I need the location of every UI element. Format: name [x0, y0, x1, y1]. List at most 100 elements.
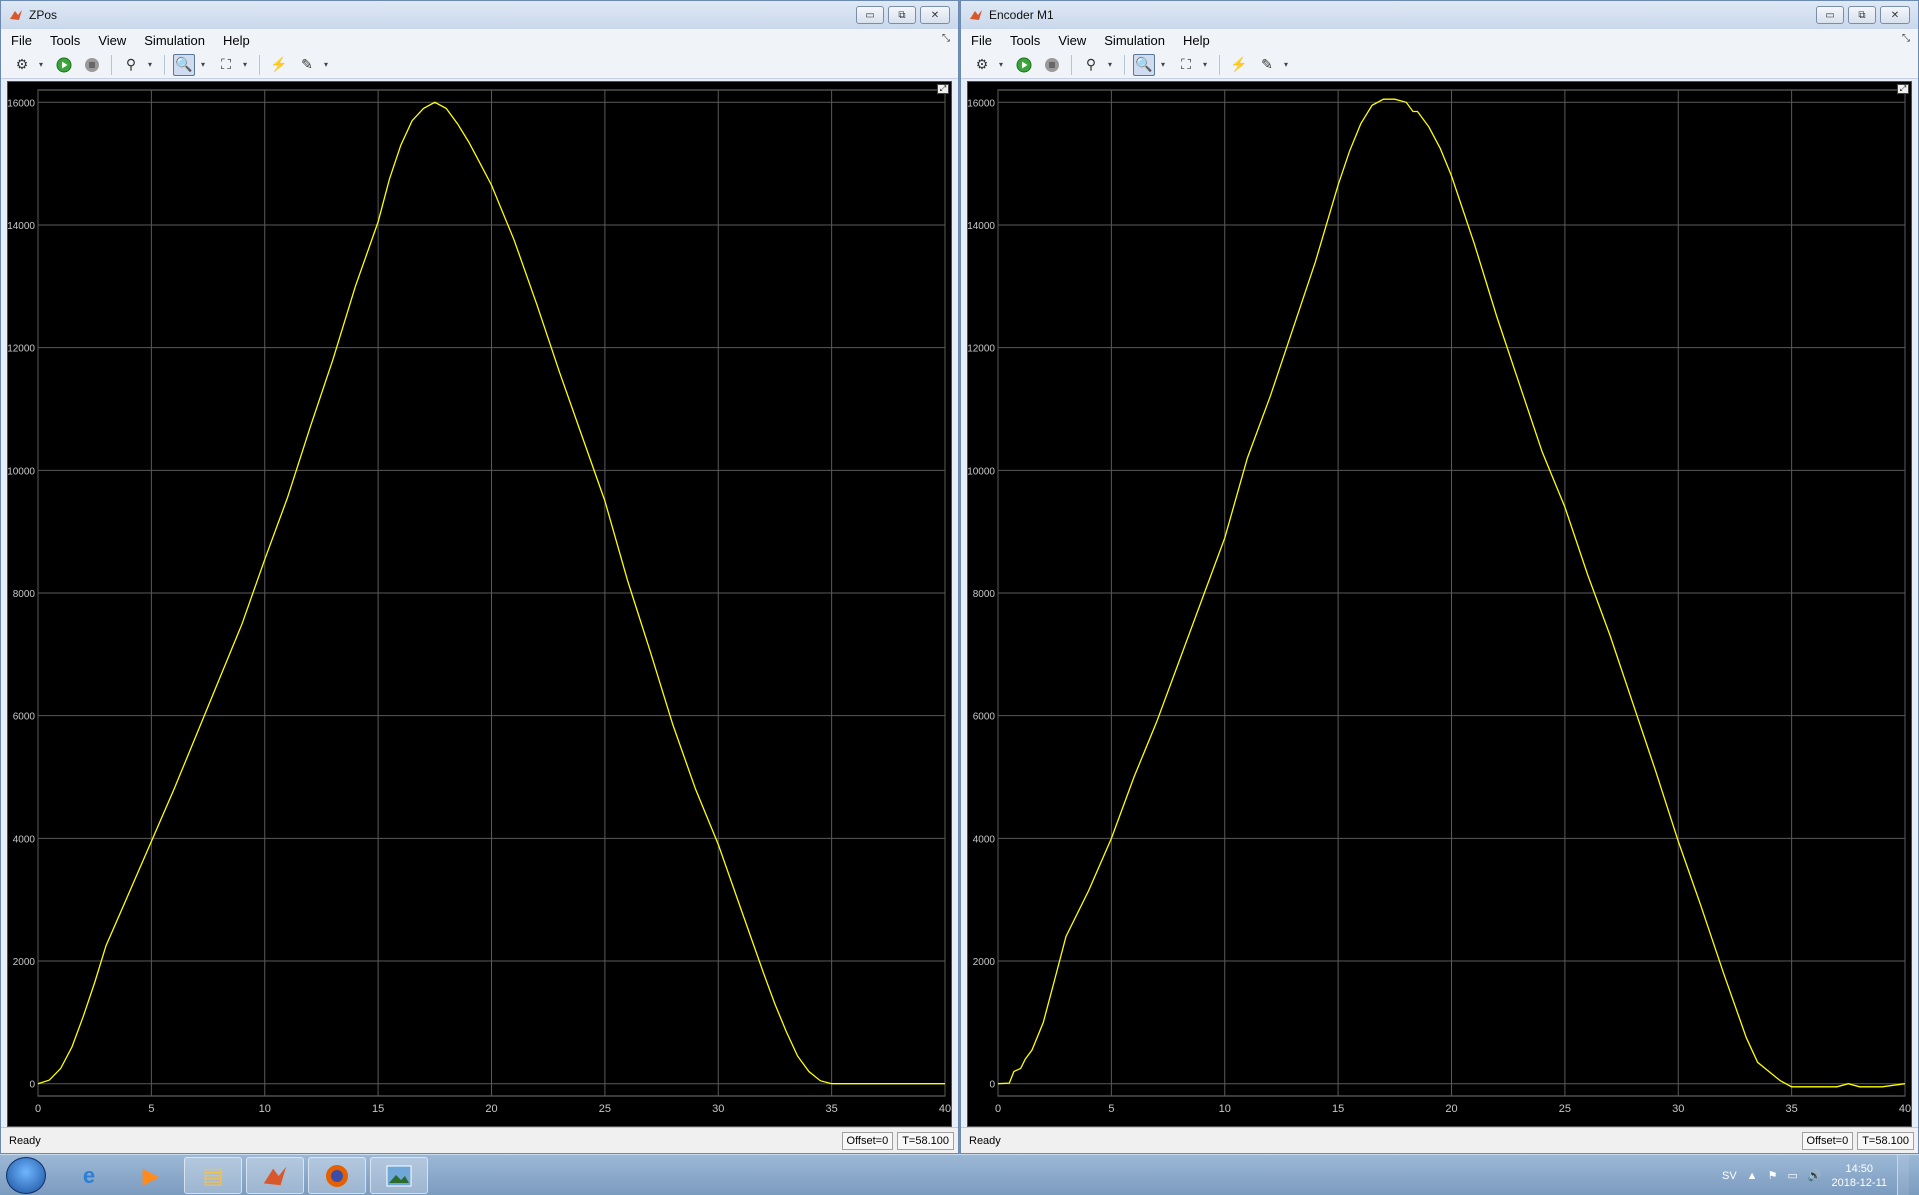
y-tick-label: 2000: [13, 957, 36, 968]
file-explorer-icon[interactable]: ▤: [184, 1157, 242, 1194]
minimize-button[interactable]: ▭: [1816, 6, 1844, 24]
highlight-block-icon[interactable]: ⚲: [125, 56, 137, 72]
language-indicator[interactable]: SV: [1721, 1169, 1737, 1182]
matlab-icon: [970, 10, 982, 20]
series-line: [37, 101, 945, 1085]
network-icon[interactable]: ▭: [1787, 1170, 1798, 1182]
undock-icon[interactable]: ⤢: [937, 84, 949, 94]
measurements-icon[interactable]: ✎: [1261, 56, 1273, 72]
title-bar[interactable]: ZPos ▭ ⧉ ✕: [1, 1, 958, 29]
menu-view[interactable]: View: [98, 32, 127, 48]
y-tick-label: 14000: [968, 221, 995, 232]
y-tick-label: 6000: [973, 712, 996, 723]
x-tick-label: 25: [1559, 1103, 1571, 1115]
y-tick-label: 4000: [973, 834, 996, 845]
settings-gear-icon[interactable]: ⚙: [15, 56, 29, 72]
volume-icon[interactable]: 🔊: [1807, 1170, 1822, 1182]
play-icon: [1016, 57, 1032, 72]
x-tick-label: 40: [939, 1103, 951, 1115]
restore-button[interactable]: ⧉: [888, 6, 916, 24]
menu-file[interactable]: File: [11, 32, 32, 48]
y-tick-label: 12000: [968, 344, 995, 355]
menu-help[interactable]: Help: [1182, 32, 1210, 48]
triggers-icon[interactable]: ⚡: [1230, 56, 1248, 72]
y-tick-label: 16000: [968, 98, 995, 109]
menu-bar: File Tools View Simulation Help ⤡: [961, 29, 1918, 51]
picture-viewer-icon[interactable]: [370, 1157, 428, 1194]
chevron-down-icon[interactable]: ▾: [243, 60, 248, 69]
menu-tools[interactable]: Tools: [1009, 32, 1041, 48]
system-tray: SV ▲ ⚑ ▭ 🔊 14:50 2018-12-11: [1722, 1155, 1919, 1195]
y-tick-label: 0: [29, 1080, 35, 1091]
highlight-block-icon[interactable]: ⚲: [1085, 56, 1097, 72]
internet-explorer-icon[interactable]: e: [82, 1162, 96, 1188]
x-tick-label: 15: [1332, 1103, 1344, 1115]
y-tick-label: 4000: [13, 834, 36, 845]
close-button[interactable]: ✕: [1880, 6, 1910, 24]
x-tick-label: 25: [599, 1103, 611, 1115]
firefox-icon[interactable]: [308, 1157, 366, 1194]
series-line: [997, 98, 1906, 1088]
menu-view[interactable]: View: [1058, 32, 1087, 48]
clock[interactable]: 14:50 2018-12-11: [1832, 1162, 1887, 1190]
show-desktop-button[interactable]: [1897, 1155, 1909, 1195]
status-bar: Ready Offset=0 T=58.100: [961, 1127, 1918, 1153]
plot-area[interactable]: 0 5 10 15 20 25 30 35 40 0 2000 4000 6000 8000 10000 12…: [7, 81, 952, 1127]
triggers-icon[interactable]: ⚡: [270, 56, 288, 72]
chevron-down-icon[interactable]: ▾: [1108, 60, 1113, 69]
status-time: T=58.100: [897, 1131, 954, 1150]
scope-window-encoder-m1: Encoder M1 ▭ ⧉ ✕ File Tools View Simulat…: [960, 0, 1919, 1154]
scope-plot[interactable]: 0 5 10 15 20 25 30 35 40 0 2000 4000 6000 8000 10000 12…: [8, 82, 953, 1126]
status-ready: Ready: [969, 1134, 1001, 1147]
x-tick-label: 0: [995, 1103, 1001, 1115]
chevron-down-icon[interactable]: ▾: [1203, 60, 1208, 69]
run-button[interactable]: [53, 54, 75, 76]
pin-icon[interactable]: ⤡: [942, 33, 950, 44]
menu-file[interactable]: File: [971, 32, 992, 48]
undock-icon[interactable]: ⤢: [1897, 84, 1909, 94]
zoom-in-icon[interactable]: 🔍: [173, 53, 195, 76]
x-tick-label: 0: [35, 1103, 41, 1115]
autoscale-icon[interactable]: ⛶: [221, 56, 231, 72]
zoom-in-icon[interactable]: 🔍: [1133, 53, 1155, 76]
x-tick-label: 20: [485, 1103, 497, 1115]
y-tick-label: 0: [989, 1080, 995, 1091]
toolbar-divider: [1219, 54, 1220, 75]
plot-area[interactable]: 0 5 10 15 20 25 30 35 40 0 2000 4000 6000 8000 10000 12…: [967, 81, 1912, 1127]
menu-help[interactable]: Help: [222, 32, 250, 48]
measurements-icon[interactable]: ✎: [301, 56, 313, 72]
chevron-down-icon[interactable]: ▾: [999, 60, 1004, 69]
stop-icon: [85, 57, 99, 72]
title-bar[interactable]: Encoder M1 ▭ ⧉ ✕: [961, 1, 1918, 29]
chevron-down-icon[interactable]: ▾: [201, 60, 206, 69]
chevron-down-icon[interactable]: ▾: [148, 60, 153, 69]
chevron-down-icon[interactable]: ▾: [1284, 60, 1289, 69]
chevron-down-icon[interactable]: ▾: [39, 60, 44, 69]
scope-plot[interactable]: 0 5 10 15 20 25 30 35 40 0 2000 4000 6000 8000 10000 12…: [968, 82, 1913, 1126]
windows-start-icon[interactable]: [6, 1157, 46, 1194]
toolbar: ⚙ ▾ ⚲ ▾ 🔍 ▾ ⛶ ▾ ⚡ ✎ ▾: [961, 51, 1918, 79]
pin-icon[interactable]: ⤡: [1902, 33, 1910, 44]
menu-simulation[interactable]: Simulation: [144, 32, 205, 48]
minimize-button[interactable]: ▭: [856, 6, 884, 24]
matlab-icon[interactable]: [246, 1157, 304, 1194]
y-tick-label: 2000: [973, 957, 996, 968]
menu-tools[interactable]: Tools: [49, 32, 81, 48]
stop-button[interactable]: [1041, 54, 1063, 76]
chevron-down-icon[interactable]: ▾: [1161, 60, 1166, 69]
settings-gear-icon[interactable]: ⚙: [975, 56, 989, 72]
x-tick-label: 30: [1672, 1103, 1684, 1115]
menu-simulation[interactable]: Simulation: [1104, 32, 1165, 48]
taskbar: e ▶ ▤ SV ▲ ⚑ ▭ 🔊 14:50 2018-12-11: [0, 1154, 1919, 1195]
chevron-down-icon[interactable]: ▾: [324, 60, 329, 69]
media-player-icon[interactable]: ▶: [142, 1162, 160, 1188]
matlab-icon: [10, 10, 22, 20]
restore-button[interactable]: ⧉: [1848, 6, 1876, 24]
stop-button[interactable]: [81, 54, 103, 76]
action-center-flag-icon[interactable]: ⚑: [1767, 1170, 1778, 1182]
close-button[interactable]: ✕: [920, 6, 950, 24]
autoscale-icon[interactable]: ⛶: [1181, 56, 1191, 72]
tray-expand-icon[interactable]: ▲: [1746, 1169, 1758, 1182]
run-button[interactable]: [1013, 54, 1035, 76]
toolbar-divider: [259, 54, 260, 75]
